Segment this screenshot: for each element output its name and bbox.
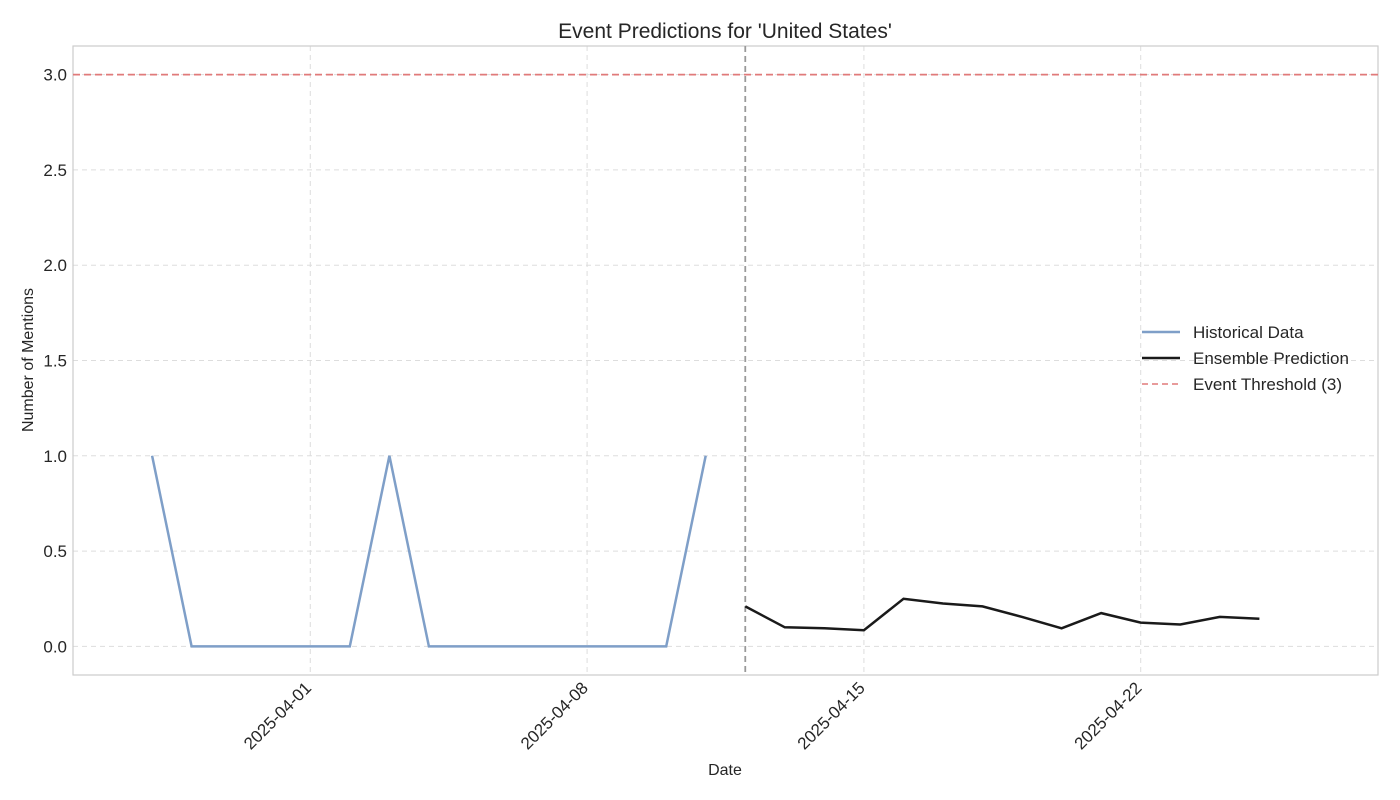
legend-label-ensemble: Ensemble Prediction	[1193, 349, 1349, 368]
y-tick-label: 2.5	[43, 161, 67, 180]
chart-title: Event Predictions for 'United States'	[558, 20, 892, 43]
y-axis-label: Number of Mentions	[20, 288, 37, 432]
legend-label-threshold: Event Threshold (3)	[1193, 375, 1342, 394]
y-tick-label: 1.0	[43, 447, 67, 466]
y-tick-label: 0.0	[43, 637, 67, 656]
plot-frame	[72, 45, 1379, 676]
chart-marks	[73, 46, 1378, 675]
y-tick-label: 2.0	[43, 256, 67, 275]
y-tick-label: 3.0	[43, 66, 67, 85]
y-tick-label: 1.5	[43, 352, 67, 371]
x-axis-label: Date	[708, 762, 742, 779]
y-tick-label: 0.5	[43, 542, 67, 561]
ensemble-prediction-line	[744, 597, 1260, 632]
legend-label-historical: Historical Data	[1193, 323, 1304, 342]
historical-data-line	[150, 455, 707, 648]
legend: Historical Data Ensemble Prediction Even…	[1142, 323, 1349, 394]
